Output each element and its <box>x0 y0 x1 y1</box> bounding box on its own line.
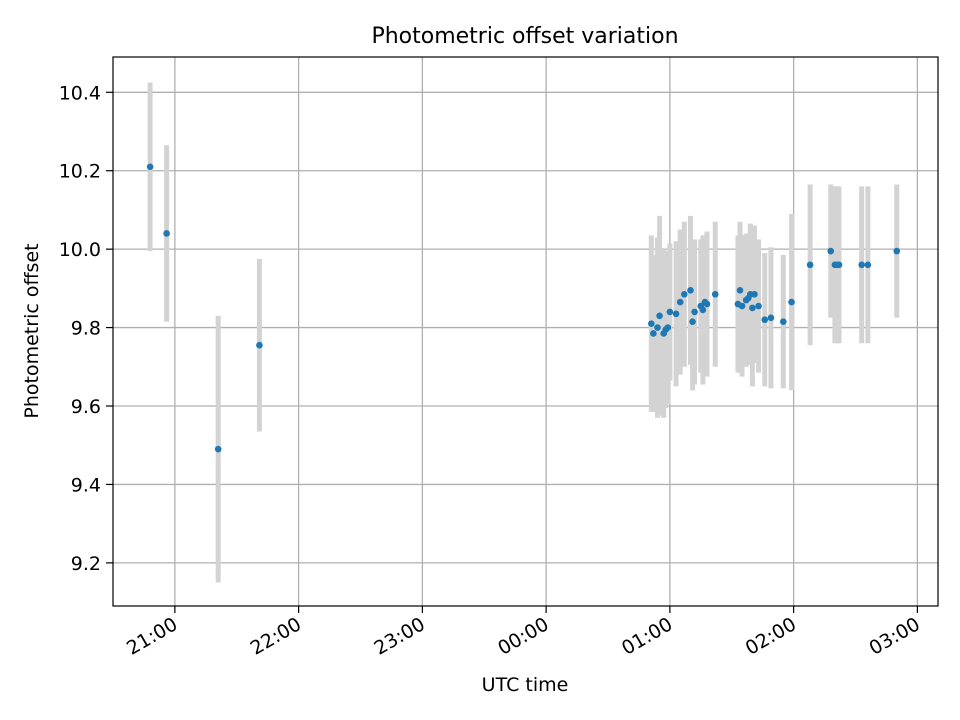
data-point <box>751 290 758 298</box>
data-point <box>146 163 154 171</box>
data-point <box>858 261 865 269</box>
data-point <box>687 287 694 294</box>
data-point <box>689 318 696 325</box>
data-point <box>656 312 663 320</box>
data-point <box>666 308 674 316</box>
data-point <box>738 302 746 310</box>
data-point <box>650 330 657 337</box>
y-tick-label: 9.6 <box>71 396 101 418</box>
data-point <box>676 298 684 306</box>
y-tick-label: 9.4 <box>71 474 101 496</box>
data-point <box>681 290 688 298</box>
data-point <box>806 261 814 269</box>
y-tick-label: 9.8 <box>71 318 101 340</box>
y-tick-label: 9.2 <box>71 553 101 575</box>
data-point <box>755 302 762 310</box>
data-point <box>711 290 719 298</box>
y-tick-label: 10.2 <box>59 161 101 183</box>
chart-title: Photometric offset variation <box>371 24 678 49</box>
x-axis-label: UTC time <box>482 674 569 696</box>
data-point <box>827 247 835 255</box>
grid-layer <box>113 57 938 606</box>
data-point <box>780 318 787 325</box>
data-point <box>893 247 901 255</box>
point-layer <box>146 163 901 453</box>
data-point <box>835 261 843 269</box>
data-point <box>703 300 711 308</box>
data-point <box>256 341 263 349</box>
data-point <box>664 324 672 331</box>
plot-area <box>113 57 938 606</box>
data-point <box>214 445 222 453</box>
y-tick-label: 10.4 <box>59 82 101 104</box>
data-point <box>648 320 655 327</box>
data-point <box>761 316 769 324</box>
y-axis-label: Photometric offset <box>21 243 43 418</box>
data-point <box>864 261 872 269</box>
y-tick-label: 10.0 <box>59 239 101 261</box>
data-point <box>163 230 170 237</box>
data-point <box>691 308 698 316</box>
data-point <box>672 310 680 318</box>
data-point <box>788 298 795 306</box>
data-point <box>654 324 661 331</box>
plot-frame <box>112 56 939 607</box>
data-point <box>736 287 744 294</box>
data-point <box>767 314 775 322</box>
data-point <box>749 304 756 312</box>
data-point <box>699 306 707 314</box>
